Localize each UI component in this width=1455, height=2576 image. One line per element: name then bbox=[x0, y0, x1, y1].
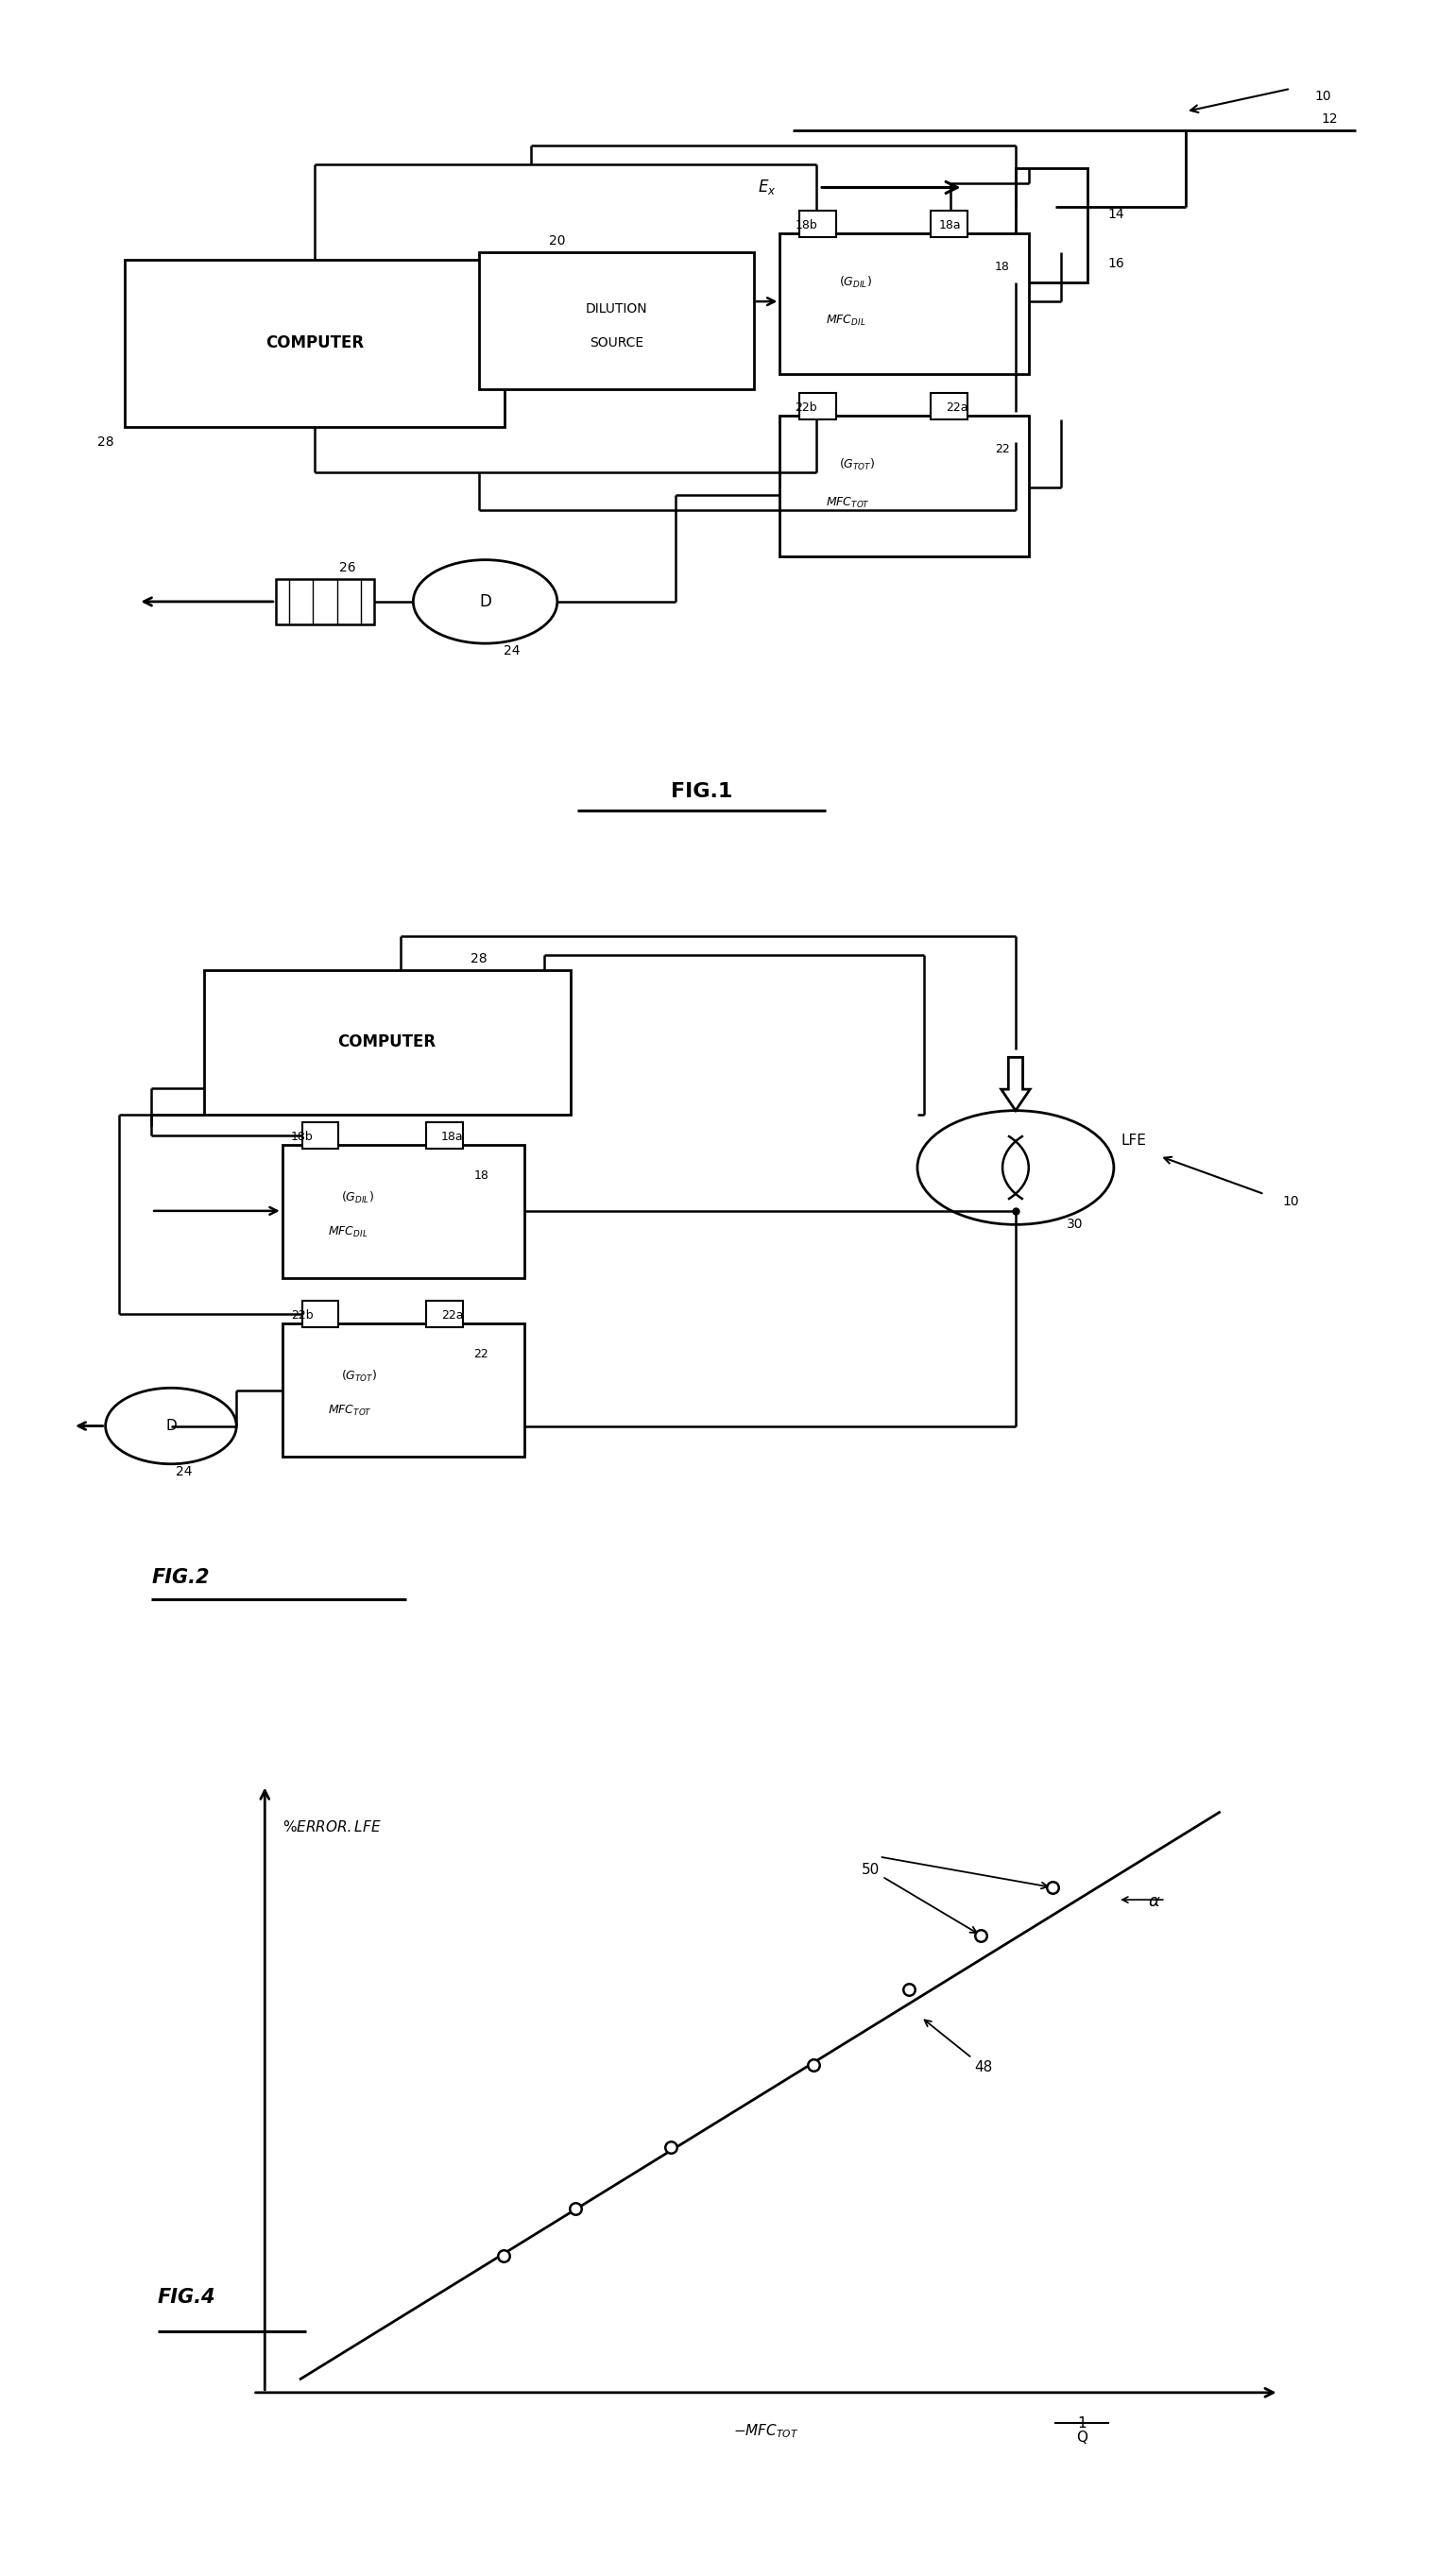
Text: FIG.1: FIG.1 bbox=[671, 783, 732, 801]
Text: $MFC_{DIL}$: $MFC_{DIL}$ bbox=[327, 1226, 368, 1239]
Text: $MFC_{DIL}$: $MFC_{DIL}$ bbox=[826, 314, 866, 327]
Text: $MFC_{TOT}$: $MFC_{TOT}$ bbox=[327, 1404, 372, 1417]
Text: 28: 28 bbox=[97, 435, 113, 448]
Text: D: D bbox=[479, 592, 492, 611]
Text: 30: 30 bbox=[1067, 1218, 1083, 1231]
Bar bbox=[204, 971, 570, 1115]
Text: 18b: 18b bbox=[794, 219, 818, 232]
Text: $\alpha$: $\alpha$ bbox=[1148, 1893, 1161, 1909]
Text: 12: 12 bbox=[1321, 113, 1339, 126]
Text: 18: 18 bbox=[995, 260, 1010, 273]
Text: 22a: 22a bbox=[441, 1309, 464, 1321]
Bar bbox=[276, 580, 374, 623]
Text: 18b: 18b bbox=[291, 1131, 313, 1144]
Text: DILUTION: DILUTION bbox=[585, 301, 647, 317]
Text: COMPUTER: COMPUTER bbox=[338, 1033, 436, 1051]
Text: 22: 22 bbox=[474, 1347, 489, 1360]
Text: FIG.2: FIG.2 bbox=[151, 1569, 210, 1587]
Text: $E_x$: $E_x$ bbox=[758, 178, 776, 196]
Text: 22b: 22b bbox=[794, 402, 818, 415]
Bar bbox=[479, 252, 754, 389]
Text: $(G_{TOT})$: $(G_{TOT})$ bbox=[340, 1368, 377, 1383]
Bar bbox=[125, 260, 505, 428]
Text: 10: 10 bbox=[1282, 1195, 1299, 1208]
Text: FIG.4: FIG.4 bbox=[157, 2287, 215, 2306]
Text: 50: 50 bbox=[861, 1862, 976, 1932]
Text: 22b: 22b bbox=[291, 1309, 313, 1321]
Text: 22a: 22a bbox=[946, 402, 968, 415]
Polygon shape bbox=[1001, 1056, 1030, 1110]
Text: $\%ERROR.LFE$: $\%ERROR.LFE$ bbox=[282, 1819, 381, 1834]
Bar bbox=[282, 1144, 525, 1278]
Text: $MFC_{TOT}$: $MFC_{TOT}$ bbox=[826, 495, 870, 510]
Text: COMPUTER: COMPUTER bbox=[266, 335, 364, 353]
Text: $(G_{TOT})$: $(G_{TOT})$ bbox=[838, 456, 874, 471]
Bar bbox=[780, 232, 1029, 374]
Text: 26: 26 bbox=[339, 562, 356, 574]
Text: 24: 24 bbox=[503, 644, 519, 657]
Text: LFE: LFE bbox=[1120, 1133, 1147, 1149]
Text: Q: Q bbox=[1077, 2432, 1088, 2445]
Bar bbox=[800, 392, 837, 420]
Text: D: D bbox=[166, 1419, 176, 1432]
Text: 22: 22 bbox=[995, 443, 1010, 456]
Bar bbox=[931, 392, 968, 420]
Bar bbox=[800, 211, 837, 237]
Text: 14: 14 bbox=[1107, 209, 1123, 222]
Text: 16: 16 bbox=[1107, 258, 1125, 270]
Text: $-MFC_{TOT}$: $-MFC_{TOT}$ bbox=[733, 2421, 799, 2439]
Text: $(G_{DIL})$: $(G_{DIL})$ bbox=[340, 1190, 374, 1206]
Bar bbox=[282, 1324, 525, 1455]
Text: 20: 20 bbox=[549, 234, 566, 247]
Text: $(G_{DIL})$: $(G_{DIL})$ bbox=[838, 276, 872, 291]
Text: 48: 48 bbox=[924, 2020, 992, 2074]
Text: 28: 28 bbox=[470, 953, 487, 966]
Bar bbox=[426, 1301, 463, 1327]
Bar bbox=[931, 211, 968, 237]
Text: SOURCE: SOURCE bbox=[589, 337, 643, 350]
Bar bbox=[301, 1123, 339, 1149]
Text: 18a: 18a bbox=[441, 1131, 464, 1144]
Bar bbox=[780, 415, 1029, 556]
Text: 24: 24 bbox=[176, 1466, 192, 1479]
Text: 1: 1 bbox=[1078, 2416, 1087, 2429]
Text: 10: 10 bbox=[1315, 90, 1331, 103]
Text: 18a: 18a bbox=[938, 219, 962, 232]
Text: 18: 18 bbox=[474, 1170, 489, 1182]
Bar bbox=[301, 1301, 339, 1327]
Bar bbox=[426, 1123, 463, 1149]
Bar bbox=[1016, 167, 1088, 283]
